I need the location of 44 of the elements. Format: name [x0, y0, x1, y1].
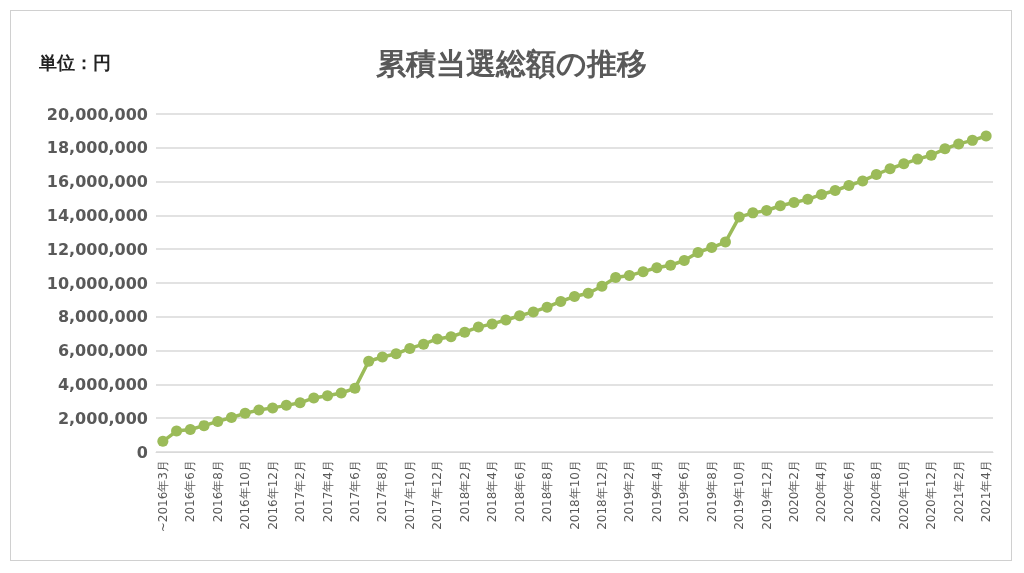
x-tick-label: 2020年4月: [814, 460, 829, 523]
x-tick-label: 2018年10月: [567, 460, 582, 530]
y-tick-label: 20,000,000: [46, 104, 148, 124]
x-tick-label: 2020年12月: [924, 460, 939, 530]
x-tick-label: 2018年4月: [485, 460, 500, 523]
x-tick-label: 2018年6月: [512, 460, 527, 523]
x-tick-label: 2021年2月: [951, 460, 966, 523]
y-tick-label: 8,000,000: [57, 307, 148, 327]
x-tick-label: 2019年10月: [732, 460, 747, 530]
x-tick-label: 2017年4月: [320, 460, 335, 523]
x-tick-label: 2018年2月: [457, 460, 472, 523]
x-tick-label: 2019年12月: [759, 460, 774, 530]
y-axis-title: 単位：円: [38, 51, 111, 73]
x-tick-label: 2016年6月: [183, 460, 198, 523]
x-tick-label: 2020年10月: [896, 460, 911, 530]
y-tick-label: 18,000,000: [46, 138, 148, 158]
y-tick-label: 0: [136, 442, 148, 462]
x-tick-label: 2018年8月: [540, 460, 555, 523]
y-tick-label: 16,000,000: [46, 172, 148, 192]
x-tick-label: 2017年2月: [293, 460, 308, 523]
y-tick-label: 14,000,000: [46, 205, 148, 225]
y-tick-label: 10,000,000: [46, 273, 148, 293]
y-tick-label: 4,000,000: [57, 374, 148, 394]
chart-title: 累積当選総額の推移: [374, 45, 647, 81]
x-tick-label: 2020年8月: [869, 460, 884, 523]
x-tick-label: 2019年2月: [622, 460, 637, 523]
x-tick-label: 2021年4月: [979, 460, 994, 523]
x-tick-label: 2017年8月: [375, 460, 390, 523]
y-tick-label: 12,000,000: [46, 239, 148, 259]
y-tick-label: 6,000,000: [57, 341, 148, 361]
x-tick-label: 2017年10月: [402, 460, 417, 530]
x-tick-label: ~2016年3月: [155, 460, 170, 533]
y-tick-label: 2,000,000: [57, 408, 148, 428]
x-tick-label: 2016年8月: [210, 460, 225, 523]
x-tick-label: 2019年4月: [649, 460, 664, 523]
x-tick-label: 2016年10月: [238, 460, 253, 530]
x-tick-label: 2019年6月: [677, 460, 692, 523]
x-tick-label: 2020年6月: [841, 460, 856, 523]
x-tick-label: 2018年12月: [594, 460, 609, 530]
x-tick-label: 2017年12月: [430, 460, 445, 530]
x-tick-label: 2016年12月: [265, 460, 280, 530]
x-tick-label: 2017年6月: [347, 460, 362, 523]
x-tick-label: 2020年2月: [787, 460, 802, 523]
x-tick-label: 2019年8月: [704, 460, 719, 523]
